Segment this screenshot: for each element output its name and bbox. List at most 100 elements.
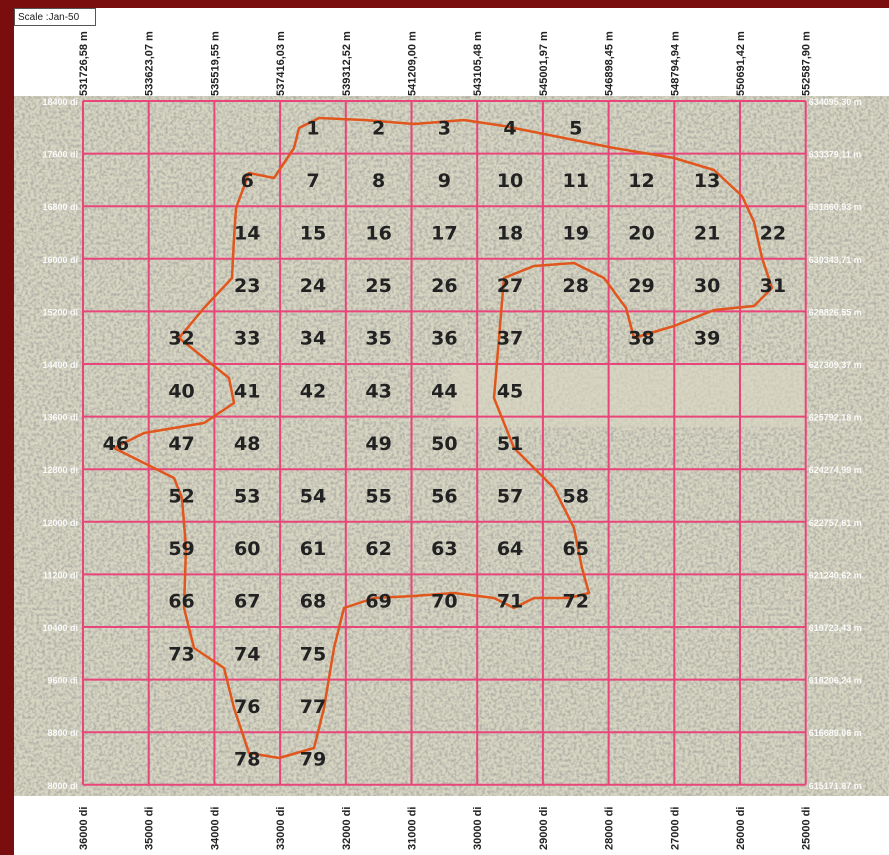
grid-cell-label: 33 (234, 328, 260, 350)
grid-cell-label: 26 (431, 275, 457, 297)
grid-cell-label: 32 (168, 328, 194, 350)
grid-cell-label: 28 (563, 275, 589, 297)
left-coordinate-label: 18400 di (42, 97, 78, 107)
grid-cell-label: 40 (168, 380, 194, 402)
grid-cell-label: 4 (503, 117, 516, 139)
left-coordinate-label: 17600 di (42, 150, 78, 160)
grid-cell-label: 15 (300, 223, 326, 245)
bottom-coordinate-label: 29000 di (538, 807, 550, 850)
grid-cell-label: 24 (300, 275, 326, 297)
right-coordinate-label: 628826,55 m (809, 307, 862, 317)
right-coordinate-label: 624274,99 m (809, 465, 862, 475)
grid-cell-label: 53 (234, 486, 260, 508)
right-coordinate-label: 634095,30 m (809, 97, 862, 107)
grid-lines (82, 100, 807, 786)
top-coordinate-labels: 531726,58 m 533623,07 m 535519,55 m 537416,… (78, 31, 813, 96)
top-coordinate-label: 537416,03 m (275, 31, 287, 96)
grid-cell-label: 65 (563, 538, 589, 560)
grid-cell-label: 16 (365, 223, 391, 245)
grid-cell-label: 61 (300, 538, 326, 560)
bottom-coordinate-label: 35000 di (144, 807, 156, 850)
grid-cell-label: 71 (497, 591, 523, 613)
bottom-coordinate-label: 33000 di (275, 807, 287, 850)
grid-cell-label: 20 (628, 223, 654, 245)
grid-cell-label: 49 (365, 433, 391, 455)
grid-cell-label: 73 (168, 643, 194, 665)
grid-cell-label: 43 (365, 380, 391, 402)
grid-cell-label: 12 (628, 170, 654, 192)
grid-cell-label: 22 (760, 223, 786, 245)
grid-cell-label: 29 (628, 275, 654, 297)
bottom-coordinate-label: 36000 di (78, 807, 90, 850)
grid-cell-label: 69 (365, 591, 391, 613)
right-coordinate-label: 616689,06 m (809, 728, 862, 738)
bottom-coordinate-label: 31000 di (407, 807, 419, 850)
grid-cell-label: 42 (300, 380, 326, 402)
bottom-coordinate-label: 34000 di (209, 807, 221, 850)
left-coordinate-label: 10400 di (42, 623, 78, 633)
left-coordinate-labels: 18400 di 17600 di 16800 di 16000 di 15200 di… (42, 97, 78, 791)
grid-cell-label: 76 (234, 696, 260, 718)
grid-cell-label: 68 (300, 591, 326, 613)
grid-cell-label: 41 (234, 380, 260, 402)
grid-cell-label: 23 (234, 275, 260, 297)
boundary-line (112, 116, 774, 760)
right-coordinate-label: 631860,93 m (809, 202, 862, 212)
grid-cell-label: 59 (168, 538, 194, 560)
grid-cell-label: 45 (497, 380, 523, 402)
left-coordinate-label: 13600 di (42, 413, 78, 423)
grid-cell-label: 25 (365, 275, 391, 297)
grid-cell-label: 77 (300, 696, 326, 718)
map-frame: Scale :Jan-50 1 2 3 4 5 6 7 8 9 10 11 12 13 14 15 16 17 1… (14, 8, 889, 855)
grid-cell-label: 38 (628, 328, 654, 350)
grid-cell-label: 62 (365, 538, 391, 560)
grid-cell-label: 7 (306, 170, 319, 192)
scale-label: Scale :Jan-50 (14, 8, 96, 26)
grid-cell-label: 78 (234, 749, 260, 771)
grid-cell-label: 5 (569, 117, 582, 139)
grid-cell-label: 66 (168, 591, 194, 613)
right-coordinate-label: 625792,18 m (809, 413, 862, 423)
left-coordinate-label: 8000 di (47, 781, 78, 791)
grid-cell-label: 55 (365, 486, 391, 508)
grid-cell-label: 35 (365, 328, 391, 350)
top-coordinate-label: 531726,58 m (78, 31, 90, 96)
left-coordinate-label: 8800 di (47, 728, 78, 738)
bottom-coordinate-label: 30000 di (472, 807, 484, 850)
right-coordinate-label: 622757,81 m (809, 518, 862, 528)
top-coordinate-label: 546898,45 m (604, 31, 616, 96)
right-coordinate-label: 633379,11 m (809, 150, 862, 160)
left-coordinate-label: 12000 di (42, 518, 78, 528)
grid-cell-label: 52 (168, 486, 194, 508)
left-coordinate-label: 14400 di (42, 360, 78, 370)
right-coordinate-label: 621240,62 m (809, 570, 862, 580)
grid-cell-label: 18 (497, 223, 523, 245)
grid-cell-label: 27 (497, 275, 523, 297)
left-coordinate-label: 16000 di (42, 255, 78, 265)
grid-cell-label: 13 (694, 170, 720, 192)
grid-cell-label: 64 (497, 538, 523, 560)
grid-cell-label: 3 (438, 117, 451, 139)
grid-cell-label: 54 (300, 486, 326, 508)
grid-cell-label: 48 (234, 433, 260, 455)
grid-cell-label: 75 (300, 643, 326, 665)
grid-cell-label: 72 (563, 591, 589, 613)
grid-cell-label: 67 (234, 591, 260, 613)
grid-cell-label: 70 (431, 591, 457, 613)
top-coordinate-label: 541209,00 m (407, 31, 419, 96)
grid-cell-label: 36 (431, 328, 457, 350)
top-coordinate-label: 545001,97 m (538, 31, 550, 96)
grid-cell-label: 51 (497, 433, 523, 455)
grid-cell-label: 21 (694, 223, 720, 245)
grid-cell-label: 1 (306, 117, 319, 139)
grid-cell-label: 31 (760, 275, 786, 297)
bottom-coordinate-labels: 36000 di 35000 di 34000 di 33000 di 32000 di… (78, 807, 813, 850)
top-coordinate-label: 552587,90 m (801, 31, 813, 96)
grid-cell-label: 47 (168, 433, 194, 455)
grid-cell-label: 8 (372, 170, 385, 192)
grid-cell-label: 34 (300, 328, 326, 350)
bottom-coordinate-label: 26000 di (735, 807, 747, 850)
grid-cell-label: 14 (234, 223, 260, 245)
